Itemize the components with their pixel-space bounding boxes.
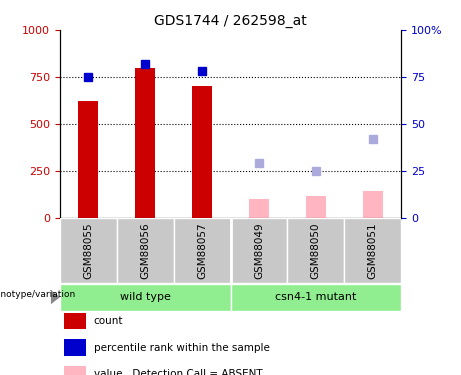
Bar xyxy=(344,217,401,283)
Bar xyxy=(306,196,326,217)
Bar xyxy=(60,284,230,310)
Bar xyxy=(174,217,230,283)
Bar xyxy=(64,313,86,329)
Text: GSM88055: GSM88055 xyxy=(83,223,94,279)
Bar xyxy=(230,284,401,310)
Text: wild type: wild type xyxy=(120,292,171,302)
Text: percentile rank within the sample: percentile rank within the sample xyxy=(94,342,270,352)
Text: GSM88057: GSM88057 xyxy=(197,223,207,279)
Bar xyxy=(64,339,86,356)
Bar xyxy=(64,366,86,375)
Text: GSM88049: GSM88049 xyxy=(254,223,264,279)
Bar xyxy=(249,199,269,217)
Bar xyxy=(60,217,117,283)
Bar xyxy=(135,68,155,218)
Bar xyxy=(230,217,287,283)
Bar xyxy=(363,191,383,217)
Text: csn4-1 mutant: csn4-1 mutant xyxy=(275,292,356,302)
Text: count: count xyxy=(94,316,123,326)
Bar xyxy=(78,101,98,217)
Bar xyxy=(192,86,212,218)
Polygon shape xyxy=(51,290,60,304)
Text: genotype/variation: genotype/variation xyxy=(0,290,76,299)
Text: GSM88056: GSM88056 xyxy=(140,223,150,279)
Text: GSM88050: GSM88050 xyxy=(311,223,321,279)
Bar xyxy=(287,217,344,283)
Text: value,  Detection Call = ABSENT: value, Detection Call = ABSENT xyxy=(94,369,262,375)
Text: GSM88051: GSM88051 xyxy=(367,223,378,279)
Title: GDS1744 / 262598_at: GDS1744 / 262598_at xyxy=(154,13,307,28)
Bar xyxy=(117,217,174,283)
